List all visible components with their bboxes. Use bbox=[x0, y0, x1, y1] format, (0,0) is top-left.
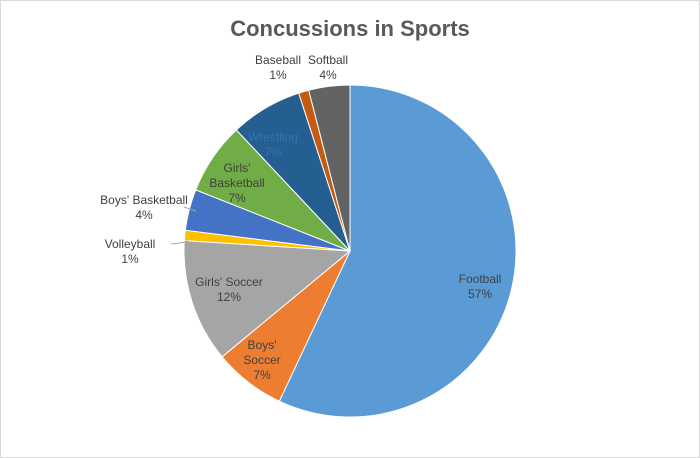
slice-label: Boys' Basketball 4% bbox=[100, 193, 188, 222]
pie-slice-football bbox=[278, 84, 517, 418]
slice-label: Girls' Soccer 12% bbox=[195, 275, 263, 304]
leader-line bbox=[170, 240, 189, 245]
slice-label: Wrestling 7% bbox=[248, 130, 298, 159]
leader-line bbox=[183, 206, 197, 212]
slice-labels: Football 57% Boys' Soccer 7% Girls' Soccer 12%… bbox=[100, 53, 501, 382]
slice-label: Football 57% bbox=[459, 272, 502, 301]
slice-label: Volleyball 1% bbox=[105, 237, 156, 266]
pie-slice-girls-soccer bbox=[183, 240, 352, 358]
leader-lines bbox=[170, 206, 197, 245]
slice-label: Girls' Basketball 7% bbox=[209, 161, 264, 205]
slice-label: Softball 4% bbox=[308, 53, 348, 82]
slice-label: Baseball 1% bbox=[255, 53, 301, 82]
pie-slices bbox=[183, 84, 517, 418]
chart-title: Concussions in Sports bbox=[230, 16, 470, 41]
pie-slice-softball bbox=[308, 84, 351, 252]
slice-label: Boys' Soccer 7% bbox=[243, 338, 280, 382]
